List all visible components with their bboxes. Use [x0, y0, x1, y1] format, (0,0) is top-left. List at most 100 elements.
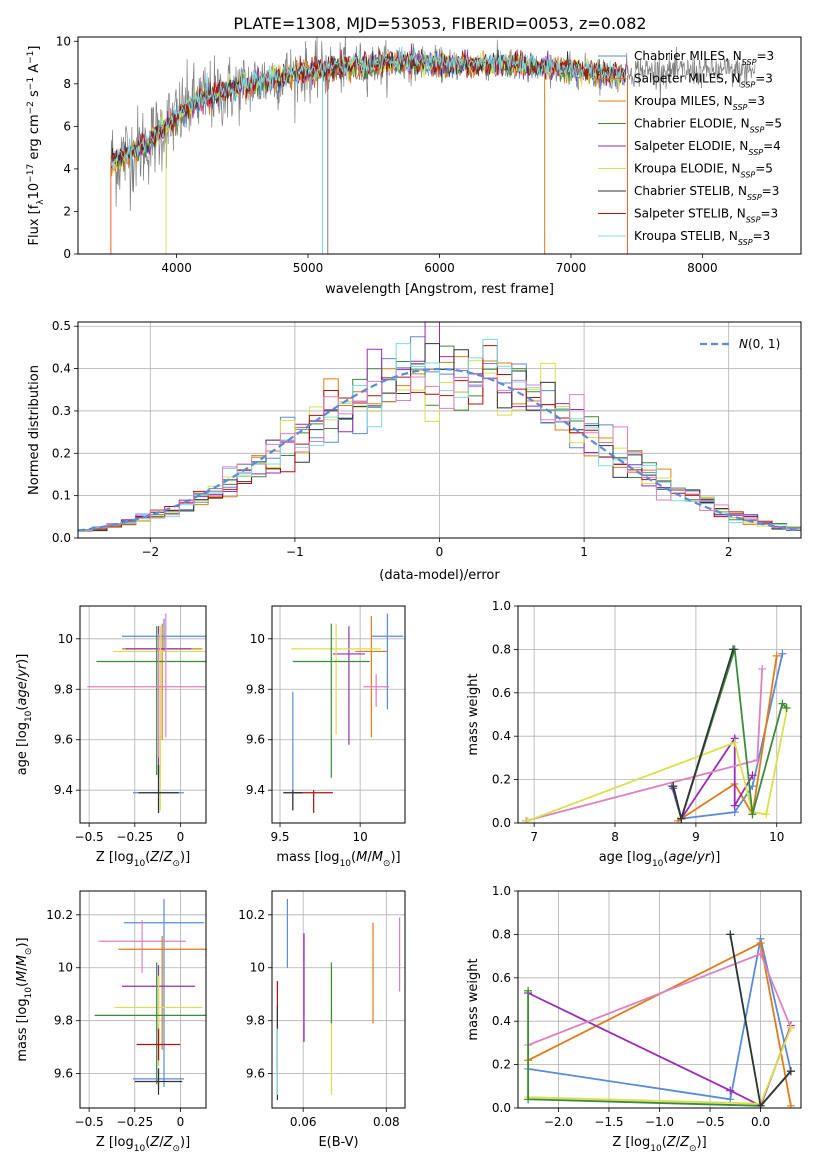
x-tick-label: 6000: [424, 261, 455, 275]
y-tick-label: 9.6: [54, 733, 73, 747]
x-axis-label: Z [log10(Z/Z⊙)]: [96, 1135, 190, 1154]
spectrum-panel: 4000 5000 6000 7000 8000 0 2 4 6 8 10 wavelength [A…: [26, 34, 802, 297]
y-tick-label: 0.2: [52, 446, 71, 460]
plot-area: [522, 645, 792, 823]
label-part: =3: [753, 229, 771, 243]
label-part: 10: [650, 1144, 662, 1154]
label-part: SSP: [747, 193, 762, 202]
weight-marker: [753, 756, 762, 765]
y-tick-label: 9.6: [246, 733, 265, 747]
plot-area: [276, 898, 401, 1101]
y-tick-label: 0.2: [492, 773, 511, 787]
weight-marker: [524, 1095, 533, 1104]
x-axis-label: wavelength [Angstrom, rest frame]: [325, 282, 554, 297]
label-part: (0, 1): [748, 337, 780, 351]
label-part: mass [log: [276, 850, 339, 865]
y-tick-label: 0.0: [52, 531, 71, 545]
mass-vs-ebv-panel: 0.06 0.08 9.6 9.8 10 10.2 E(B-V): [238, 890, 406, 1150]
x-axis-label: mass [log10(M/M⊙)]: [276, 850, 400, 869]
y-tick-label: 10: [58, 961, 73, 975]
label-part: (: [15, 982, 30, 987]
label-part: Kroupa ELODIE, N: [634, 162, 741, 176]
label-part: (: [662, 1135, 667, 1150]
label-part: Salpeter STELIB, N: [634, 207, 746, 221]
label-part: Z: [666, 1135, 677, 1150]
label-part: ⊙: [172, 859, 180, 869]
x-tick-label: 7000: [556, 261, 587, 275]
residuals-panel: −2 −1 0 1 2 0.0 0.1 0.2 0.3 0.4 0.5 N(0, 1) (data-mo…: [27, 319, 802, 583]
grid: [518, 890, 801, 1109]
label-part: Flux [f: [27, 204, 42, 245]
y-tick-label: 9.8: [246, 1014, 265, 1028]
weight-marker: [669, 782, 678, 791]
x-tick-label: −0.25: [116, 830, 153, 844]
x-tick-label: −1.5: [594, 1115, 623, 1129]
x-tick-label: −0.5: [75, 830, 104, 844]
x-tick-label: −0.5: [695, 1115, 724, 1129]
label-part: SSP: [741, 170, 756, 179]
model-spectrum-line: [110, 46, 627, 169]
y-tick-label: 1.0: [492, 884, 511, 898]
weight-line: [672, 649, 734, 823]
label-part: /: [15, 966, 30, 971]
y-tick-label: 0.0: [492, 1101, 511, 1115]
y-tick-label: 0: [63, 247, 71, 261]
label-part: )]: [15, 937, 30, 947]
weight-marker: [778, 649, 787, 658]
weight-marker: [778, 699, 787, 708]
label-part: Kroupa STELIB, N: [634, 229, 738, 243]
label-part: 10: [340, 859, 352, 869]
label-part: =3: [760, 207, 778, 221]
label-part: SSP: [733, 103, 748, 112]
label-part: /: [15, 676, 30, 681]
x-tick-label: 8: [611, 830, 619, 844]
axes-frame: −0.5 −0.25 0 9.6 9.8 10 10.2: [46, 890, 207, 1129]
grid: [80, 891, 206, 1108]
x-tick-label: 10: [769, 830, 784, 844]
plot-area: [87, 613, 206, 813]
label-part: SSP: [748, 148, 763, 157]
label-part: =5: [764, 117, 782, 131]
label-part: −2: [26, 101, 36, 114]
plot-area: [283, 613, 404, 813]
label-part: /: [159, 850, 164, 865]
y-tick-label: 0.8: [492, 642, 511, 656]
x-tick-label: 8000: [687, 261, 718, 275]
x-tick-label: 9.5: [270, 830, 289, 844]
x-tick-label: 0: [177, 830, 185, 844]
label-part: /: [159, 1135, 164, 1150]
label-part: ⊙: [24, 948, 34, 956]
weight-line: [527, 707, 789, 822]
y-axis-label: Normed distribution: [27, 365, 42, 495]
y-tick-label: 0.5: [52, 319, 71, 333]
label-part: 10: [134, 1144, 146, 1154]
label-part: ⊙: [689, 1144, 697, 1154]
x-axis-label: age [log10(age/yr)]: [599, 850, 721, 869]
label-part: SSP: [742, 58, 757, 67]
legend-entry: Salpeter MILES, NSSP=3: [634, 72, 773, 90]
plot-area: [78, 322, 801, 538]
weight-line: [672, 649, 788, 823]
y-tick-label: 0.8: [492, 927, 511, 941]
y-tick-label: 9.8: [54, 682, 73, 696]
label-part: −17: [26, 164, 36, 183]
label-part: )]: [180, 1135, 190, 1150]
label-part: Z [log: [96, 850, 134, 865]
label-part: (: [351, 850, 356, 865]
x-tick-label: 0.0: [751, 1115, 770, 1129]
x-axis-label: Z [log10(Z/Z⊙)]: [612, 1135, 706, 1154]
y-tick-label: 2: [63, 204, 71, 218]
label-part: ⊙: [383, 859, 391, 869]
label-part: age: [668, 850, 692, 865]
legend-entry: Kroupa ELODIE, NSSP=5: [634, 162, 773, 180]
label-part: Chabrier STELIB, N: [634, 184, 747, 198]
y-tick-label: 9.8: [246, 682, 265, 696]
label-part: M: [15, 955, 30, 966]
x-tick-label: 0.08: [373, 1115, 400, 1129]
label-part: Kroupa MILES, N: [634, 94, 733, 108]
x-tick-label: −1: [286, 545, 304, 559]
